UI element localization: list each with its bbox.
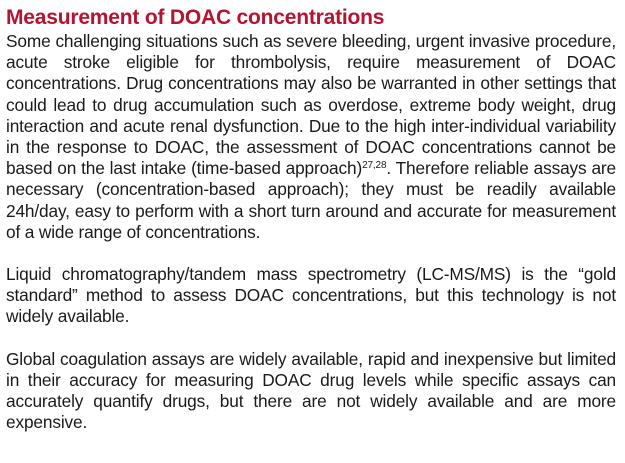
paragraph-lc-ms: Liquid chromatography/tandem mass spectr… [6,264,616,327]
paragraph-measurement-need: Some challenging situations such as seve… [6,31,616,243]
document-page: Measurement of DOAC concentrations Some … [6,6,616,433]
section-heading: Measurement of DOAC concentrations [6,6,385,29]
paragraph-1-text: Some challenging situations such as seve… [6,31,616,179]
paragraph-1-continuation: . Therefore reliable assays are necessar… [6,158,616,242]
paragraph-coagulation-assays: Global coagulation assays are widely ava… [6,348,616,433]
citation-reference: 27,28 [362,160,387,172]
